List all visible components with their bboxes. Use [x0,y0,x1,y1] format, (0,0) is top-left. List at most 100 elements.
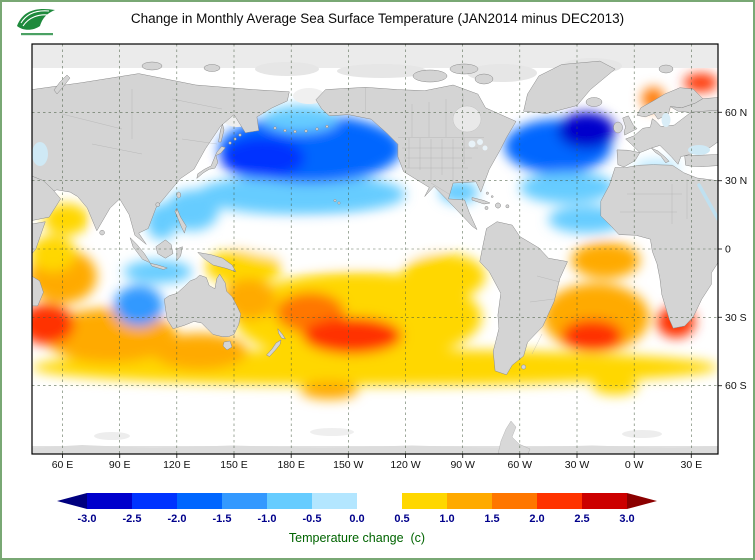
colorbar-segment [582,493,627,509]
landmass-new-zealand-south [266,339,282,357]
landmass-aleutians [293,129,297,134]
lon-tick-label: 180 E [277,459,304,471]
lon-tick-label: 60 W [508,459,533,471]
landmass-sumatra [129,237,151,263]
anomaly-subtropical-north-atlantic-cool [519,171,616,204]
anomaly-south-of-indonesia-cool [123,260,193,284]
landmass-finland [670,97,718,113]
landmass-siberian-islands-1 [141,61,163,71]
landmass-anatolia [684,154,718,167]
landmass-puerto-rico [505,204,510,209]
anomaly-arabian-sea-warm [43,203,90,236]
caspian-sea [32,142,48,166]
anomaly-northeast-atlantic-cool-core [557,112,616,149]
black-sea [688,145,710,155]
lon-tick-label: 30 W [565,459,590,471]
colorbar-segment [312,493,357,509]
landmass-cuba [471,197,491,205]
landmass-aleutians [315,127,319,131]
landmass-bahamas-2 [490,195,494,198]
landmass-bahamas-1 [485,191,489,195]
colorbar-tick-label: -0.5 [302,513,322,525]
anomaly-subtropical-north-pacific-cool [195,173,406,215]
baltic-sea [661,113,671,127]
colorbar-tick-label: 2.5 [574,513,590,525]
anomaly-southwest-indian-warm-core [32,303,74,345]
lon-tick-label: 120 W [390,459,420,471]
lat-tick-label: 0 [725,244,731,256]
landmass-sri-lanka [99,229,105,236]
landmass-madagascar-edge [32,276,44,307]
colorbar-segment [537,493,582,509]
graticule [32,44,718,454]
anomaly-west-australia-cool [113,285,164,327]
anomaly-ross-sea-warm [300,381,358,400]
landmass-australia [164,273,241,337]
lon-tick-label: 0 W [625,459,644,471]
anomaly-northwest-pacific-cool-core [220,137,305,179]
landmass-hawaii-2 [337,201,341,205]
lon-tick-label: 90 E [109,459,131,471]
landmass-eurasia [32,73,290,245]
landmass-kurils [238,133,242,137]
landmass-new-zealand-north [277,328,286,340]
colorbar-tick-label: 0.5 [394,513,410,525]
colorbar-segment [177,493,222,509]
landmass-britain [622,115,638,136]
colorbar-tick-label: -2.0 [167,513,187,525]
lon-tick-label: 120 E [163,459,190,471]
map-border [31,43,719,455]
colorbar-bar [57,493,659,509]
colorbar-segment [222,493,267,509]
axis-labels: 60 E 90 E 120 E 150 E 180 E 150 W 120 W 90 W 60 … [52,107,747,471]
logo-wave-line-2 [22,14,49,27]
landmass-new-guinea [197,252,237,273]
hudson-bay [452,105,482,133]
logo-wave-line-1 [20,10,50,24]
landmass-philippines [174,207,187,234]
logo-swoosh [17,8,55,30]
colorbar-segment [357,493,402,509]
anomaly-equatorial-west-indian-warm [32,235,76,272]
colorbar-tick-label: -1.0 [257,513,277,525]
colorbar-tick-label: 1.5 [484,513,500,525]
colorbar-segment [87,493,132,509]
landmass-sakhalin [218,123,225,143]
landmass-tasmania [222,340,233,351]
colorbar-caption: Temperature change (c) [288,531,426,545]
great-lakes [477,139,483,145]
anomaly-south-atlantic-warm-core [561,319,623,352]
colorbar-tick-label: 1.0 [439,513,455,525]
anomaly-south-pacific-warm-core [302,317,402,354]
anomaly-barents-sea-warm [683,73,718,92]
sea-ice-layer [32,44,718,454]
landmass-taiwan [176,191,181,199]
great-lakes [468,140,476,148]
landmass-horn-of-africa [32,221,46,254]
landmass-greenland [523,60,616,114]
lon-tick-label: 60 E [52,459,74,471]
lon-tick-label: 150 W [333,459,363,471]
landmass-arctic-islands-3 [474,73,494,85]
red-sea [697,183,718,221]
anomaly-south-of-australia-warm [152,333,248,370]
landmass-aleutians [273,126,277,130]
antarctic-peninsula [497,420,531,454]
landmass-novaya-zemlya [53,74,71,95]
lon-tick-label: 90 W [450,459,475,471]
landmass-africa [600,164,718,329]
colorbar-tick-label: -2.5 [122,513,142,525]
colorbar-tick-label: 2.0 [529,513,545,525]
colorbar-segment [447,493,492,509]
world-map-figure: 60 E 90 E 120 E 150 E 180 E 150 W 120 W 90 W 60 … [31,43,747,471]
anomaly-equatorial-atlantic-warm [571,242,640,279]
colorbar-over-arrow [627,493,657,509]
lat-tick-label: 60 N [725,107,747,119]
landmass-svalbard [658,64,674,74]
colorbar-tick-label: 3.0 [619,513,635,525]
inland-water-layer [32,105,718,221]
landmass-falklands [521,364,527,370]
agency-logo-icon [17,8,55,36]
lat-tick-label: 30 N [725,175,747,187]
